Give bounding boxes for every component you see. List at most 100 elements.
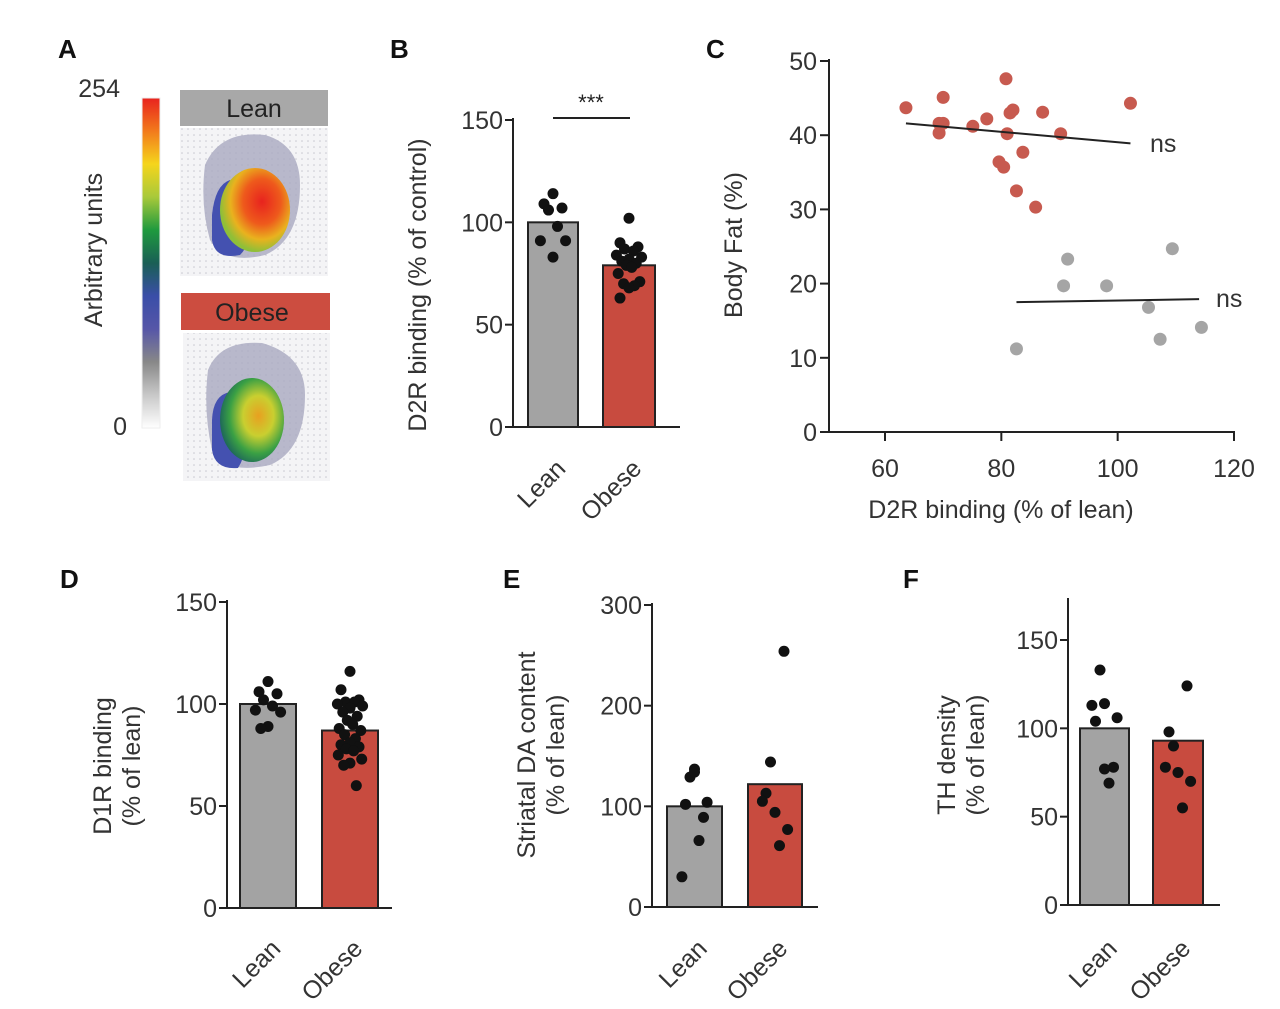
data-point-lean (1094, 664, 1106, 676)
x-tick-label: Lean (654, 934, 713, 993)
data-point-obese (1009, 184, 1023, 198)
data-point-lean (693, 835, 705, 847)
data-point-obese (1016, 145, 1030, 159)
data-point-lean (262, 676, 274, 688)
bar-lean (239, 703, 297, 909)
data-point-obese (774, 840, 785, 852)
data-point-obese (756, 795, 768, 807)
data-point-lean (1108, 761, 1119, 773)
y-tick-label: 0 (628, 894, 642, 922)
x-tick-label: Obese (575, 454, 647, 526)
data-point-obese (357, 700, 369, 712)
fit-line-lean (1016, 298, 1200, 304)
data-point-lean (680, 798, 691, 810)
panel-a: 254 0 Arbitrary units Lean Obese (78, 75, 330, 481)
data-point-obese (778, 645, 790, 657)
data-point-lean (701, 796, 713, 808)
obese-fit-annotation: ns (1150, 130, 1176, 158)
data-point-obese (332, 749, 344, 761)
x-tick-label: 120 (1213, 455, 1255, 483)
data-point-lean (271, 688, 283, 700)
bar-lean (1079, 727, 1130, 906)
obese-header-label: Obese (215, 299, 289, 327)
data-point-obese (339, 729, 351, 741)
y-axis-label-line1: Striatal DA content (513, 651, 541, 858)
data-point-obese (765, 756, 776, 768)
data-point-obese (1123, 96, 1137, 110)
x-tick-label: 100 (1097, 455, 1139, 483)
data-point-lean (249, 704, 261, 716)
data-point-obese (936, 90, 950, 104)
data-point-lean (1165, 242, 1179, 256)
data-point-lean (547, 188, 559, 200)
data-point-lean (255, 722, 267, 734)
panel-c-scatter: Body Fat (%) D2R binding (% of lean) ns … (720, 48, 1255, 524)
data-point-lean (676, 871, 688, 883)
data-point-obese (1159, 761, 1171, 773)
y-tick-label: 0 (489, 414, 503, 442)
data-point-lean (1057, 279, 1071, 293)
data-point-lean (698, 811, 709, 823)
panel-d-d1r-binding: D1R binding (% of lean) Lean Obese 0 50 100 1… (89, 589, 392, 1006)
panel-letter-d: D (60, 564, 79, 594)
data-point-lean (552, 220, 563, 232)
data-point-obese (335, 684, 347, 696)
data-point-lean (1194, 320, 1208, 334)
data-point-lean (556, 202, 568, 214)
y-tick-label: 150 (1016, 627, 1058, 655)
data-point-obese (623, 282, 635, 294)
colorbar (141, 97, 161, 429)
data-point-lean (534, 235, 546, 247)
data-point-obese (356, 753, 368, 765)
data-point-lean (1141, 300, 1155, 314)
panel-letter-b: B (390, 34, 409, 64)
data-point-obese (1006, 103, 1020, 117)
y-tick-label: 150 (461, 107, 503, 135)
x-tick-label: Obese (1124, 934, 1196, 1006)
data-point-lean (253, 686, 265, 698)
data-point-obese (1172, 767, 1184, 778)
colorbar-max-label: 254 (78, 75, 120, 103)
y-axis-label: Body Fat (%) (720, 172, 748, 318)
data-point-obese (619, 243, 630, 255)
lean-header (180, 90, 328, 126)
data-point-lean (1061, 252, 1075, 266)
x-tick-label: Lean (1064, 934, 1123, 993)
data-point-lean (1103, 777, 1115, 789)
panel-letter-c: C (706, 34, 725, 64)
significance-label: *** (578, 90, 604, 115)
data-point-obese (612, 268, 624, 279)
panel-f-th-density: TH density (% of lean) Lean Obese 0 50 100 15… (933, 598, 1220, 1006)
y-tick-label: 50 (789, 48, 817, 76)
panel-letter-f: F (903, 564, 919, 594)
data-point-obese (1000, 127, 1014, 141)
data-point-lean (1099, 763, 1110, 775)
data-point-obese (348, 745, 360, 757)
bar-lean (527, 221, 579, 428)
data-point-lean (560, 235, 572, 247)
x-tick-label: 60 (871, 455, 899, 483)
data-point-lean (543, 204, 554, 216)
y-axis-label-line1: D1R binding (89, 697, 117, 835)
data-point-obese (999, 72, 1013, 86)
data-point-obese (966, 119, 980, 133)
y-tick-label: 300 (600, 592, 642, 620)
y-tick-label: 30 (789, 196, 817, 224)
data-point-lean (1086, 699, 1098, 711)
bar-lean (666, 805, 723, 908)
data-point-lean (267, 700, 278, 712)
data-point-lean (1100, 279, 1114, 293)
x-tick-label: Lean (512, 454, 571, 513)
data-point-obese (344, 665, 356, 677)
y-tick-label: 100 (600, 793, 642, 821)
y-tick-label: 100 (1016, 715, 1058, 743)
y-tick-label: 10 (789, 345, 817, 373)
data-point-lean (275, 706, 287, 718)
y-tick-label: 150 (175, 589, 217, 617)
y-tick-label: 0 (1044, 892, 1058, 920)
y-axis-label-line1: TH density (933, 695, 961, 815)
data-point-obese (932, 126, 946, 140)
y-tick-label: 0 (203, 895, 217, 923)
data-point-obese (1163, 726, 1175, 738)
